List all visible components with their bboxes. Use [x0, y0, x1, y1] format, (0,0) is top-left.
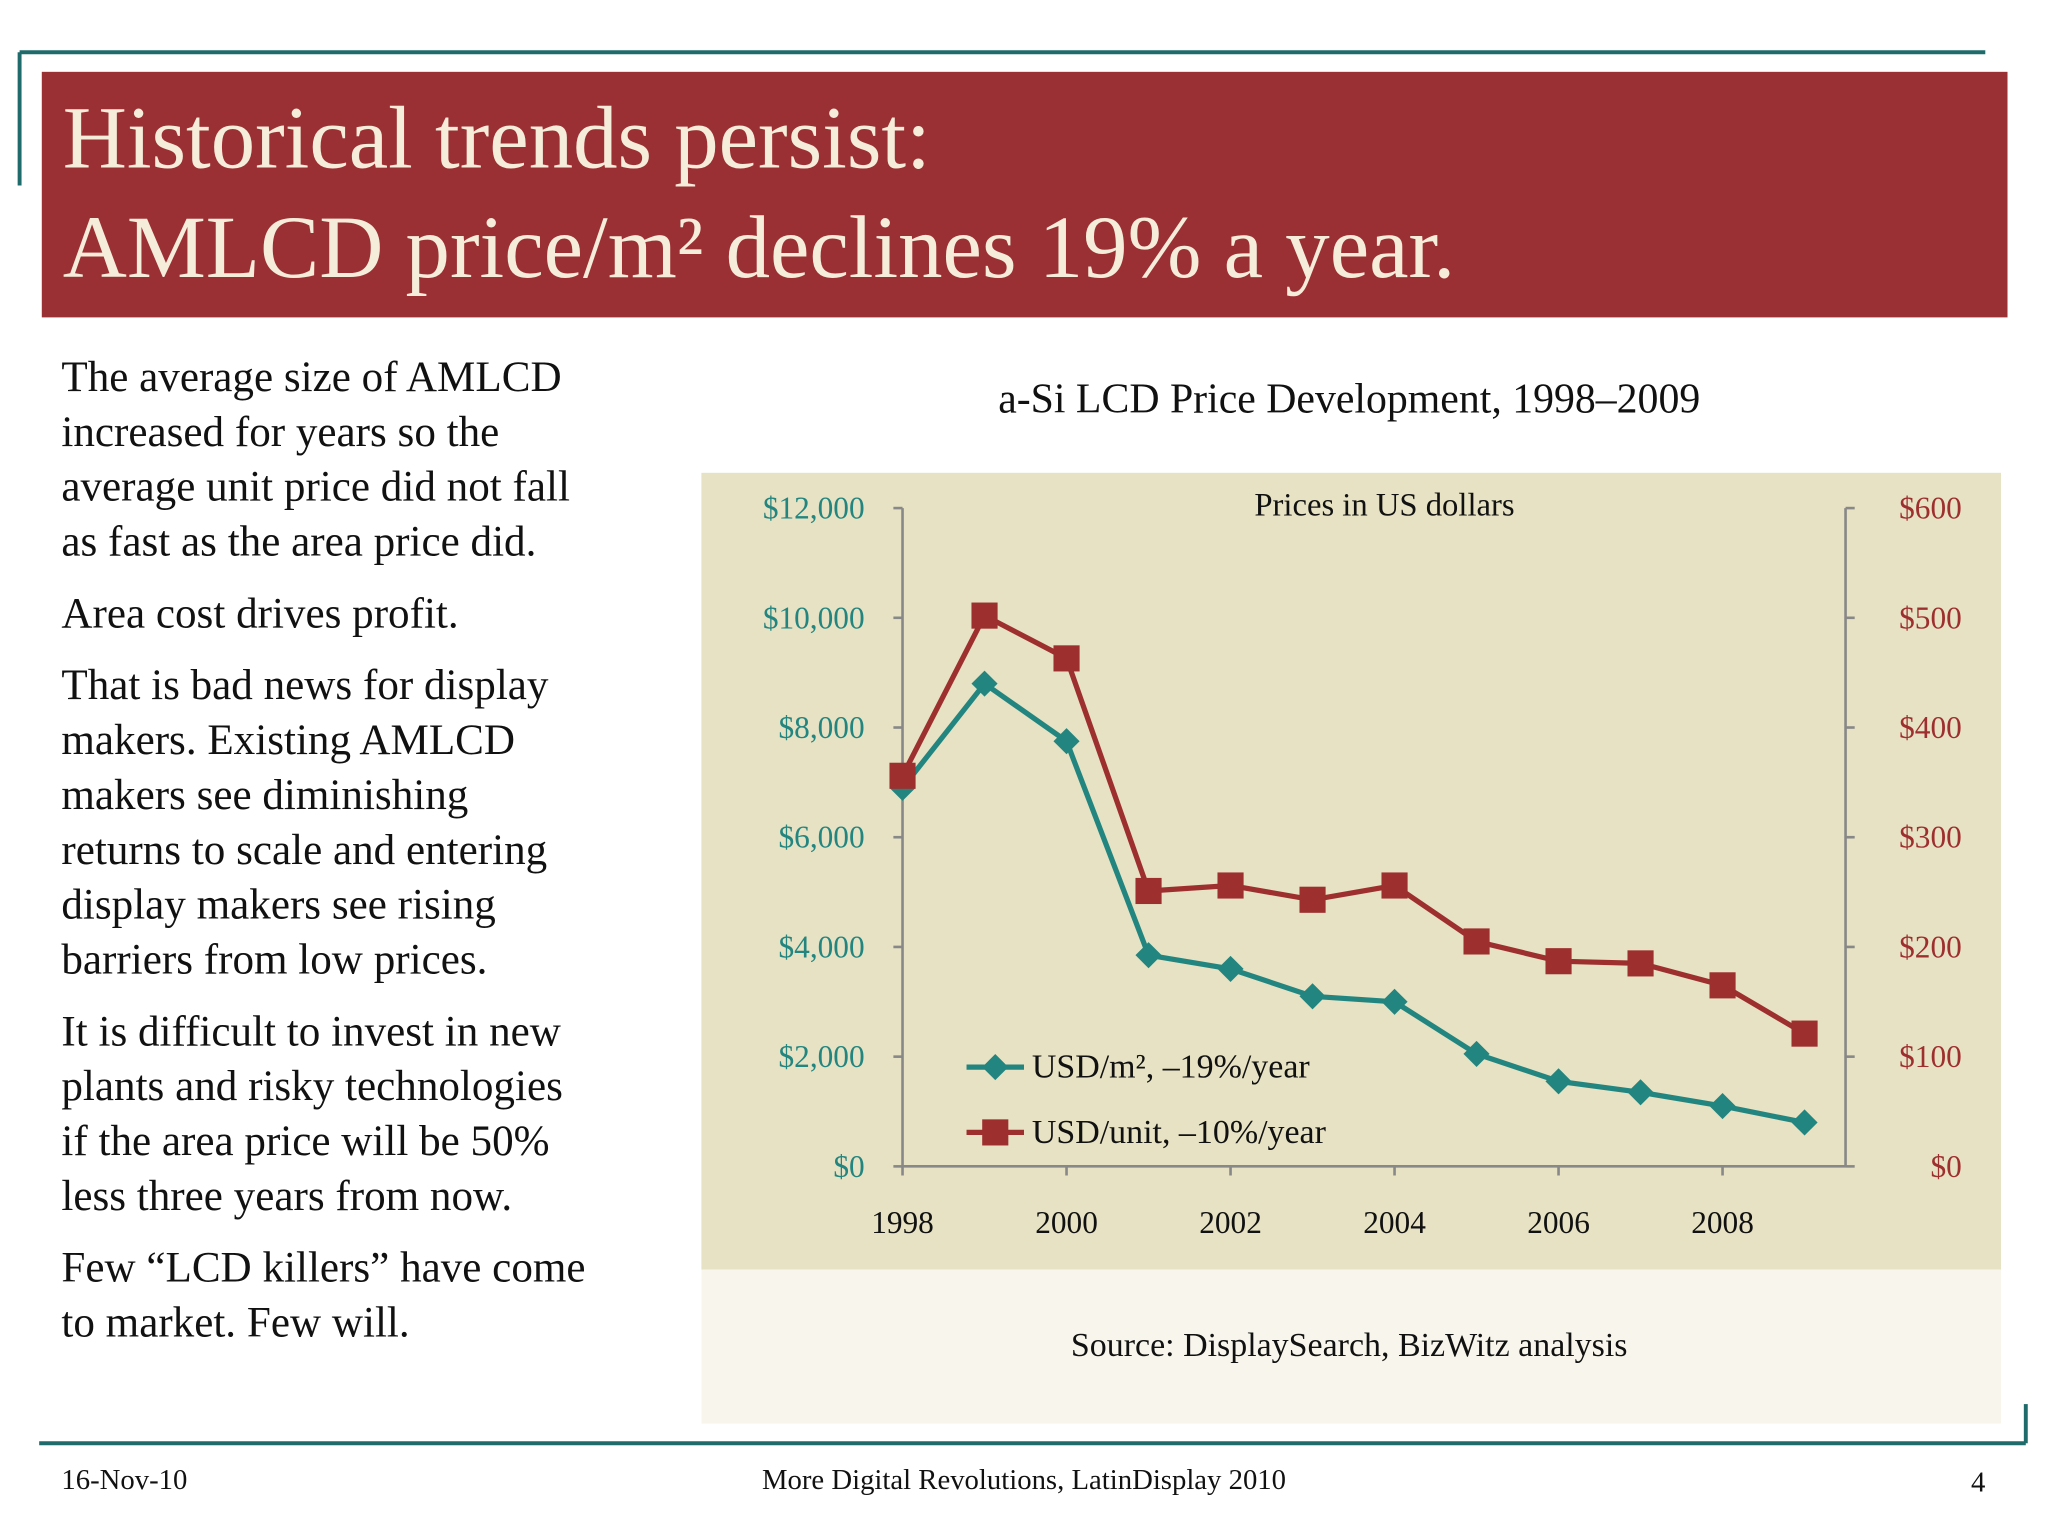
legend-label: USD/m², –19%/year [1032, 1049, 1310, 1086]
data-point [1217, 872, 1244, 899]
plot-background [701, 472, 2001, 1270]
legend-label: USD/unit, –10%/year [1032, 1114, 1326, 1151]
title-band [41, 71, 2008, 318]
y-tick-label: $10,000 [763, 600, 865, 635]
y2-tick-label: $0 [1930, 1149, 1961, 1184]
data-point [1627, 1079, 1654, 1106]
data-point [1545, 1068, 1572, 1095]
data-point [1463, 928, 1490, 955]
y-tick-label: $0 [833, 1149, 864, 1184]
series-line [900, 680, 1806, 1126]
data-point [889, 762, 916, 789]
x-tick-label: 2002 [1199, 1205, 1262, 1240]
data-point [1791, 1020, 1818, 1047]
body-text: Area cost drives profit. [61, 590, 458, 637]
chart-subtitle: Prices in US dollars [1254, 487, 1514, 523]
body-text: less three years from now. [61, 1173, 512, 1220]
body-text: makers. Existing AMLCD [61, 717, 515, 764]
body-text: barriers from low prices. [61, 937, 487, 984]
x-tick-label: 2008 [1691, 1205, 1754, 1240]
y-tick-label: $6,000 [778, 820, 864, 855]
data-point [1217, 955, 1244, 982]
body-text: makers see diminishing [61, 772, 468, 819]
body-text: average unit price did not fall [61, 464, 570, 511]
data-point [1381, 872, 1408, 899]
x-tick-label: 2006 [1527, 1205, 1590, 1240]
data-point [1627, 950, 1654, 977]
body-text: increased for years so the [61, 409, 499, 456]
data-point [1135, 877, 1162, 905]
y2-tick-label: $300 [1899, 820, 1962, 855]
slide-title: Historical trends persist: [63, 89, 931, 187]
body-text: That is bad news for display [61, 662, 549, 709]
y-tick-label: $2,000 [778, 1039, 864, 1074]
footer-date: 16-Nov-10 [61, 1464, 187, 1496]
chart-title: a-Si LCD Price Development, 1998–2009 [998, 377, 1700, 423]
source-background [701, 1269, 2001, 1424]
data-point [1053, 728, 1080, 755]
data-point [1299, 983, 1326, 1010]
x-tick-label: 2000 [1035, 1205, 1098, 1240]
legend-marker [982, 1119, 1009, 1146]
body-text: display makers see rising [61, 882, 495, 929]
slide-title: AMLCD price/m² declines 19% a year. [63, 199, 1456, 297]
data-point [1545, 948, 1572, 975]
data-point [1791, 1109, 1818, 1136]
y-tick-label: $8,000 [778, 710, 864, 745]
body-text: as fast as the area price did. [61, 519, 536, 566]
data-point [971, 602, 998, 629]
chart-source: Source: DisplaySearch, BizWitz analysis [1071, 1327, 1628, 1364]
page-number: 4 [1971, 1466, 1985, 1498]
footer-center: More Digital Revolutions, LatinDisplay 2… [762, 1464, 1286, 1496]
data-point [1709, 1092, 1736, 1120]
body-text: The average size of AMLCD [61, 354, 561, 401]
body-text: Few “LCD killers” have come [61, 1245, 585, 1292]
y-tick-label: $12,000 [763, 491, 865, 526]
data-point [1463, 1040, 1490, 1067]
body-text: to market. Few will. [61, 1300, 409, 1347]
body-text: returns to scale and entering [61, 827, 547, 874]
body-text: if the area price will be 50% [61, 1118, 549, 1165]
y2-tick-label: $200 [1899, 929, 1962, 964]
legend-marker [982, 1054, 1009, 1081]
data-point [1135, 942, 1162, 969]
body-text: plants and risky technologies [61, 1063, 562, 1110]
y2-tick-label: $100 [1899, 1039, 1962, 1074]
body-text: It is difficult to invest in new [61, 1008, 561, 1055]
y2-tick-label: $600 [1899, 491, 1962, 526]
y2-tick-label: $400 [1899, 710, 1962, 745]
data-point [1709, 972, 1736, 999]
data-point [1053, 645, 1080, 672]
x-tick-label: 1998 [871, 1205, 934, 1240]
data-point [1299, 886, 1326, 913]
series-line [900, 612, 1806, 1036]
x-tick-label: 2004 [1363, 1205, 1426, 1240]
y2-tick-label: $500 [1899, 600, 1962, 635]
y-tick-label: $4,000 [778, 929, 864, 964]
